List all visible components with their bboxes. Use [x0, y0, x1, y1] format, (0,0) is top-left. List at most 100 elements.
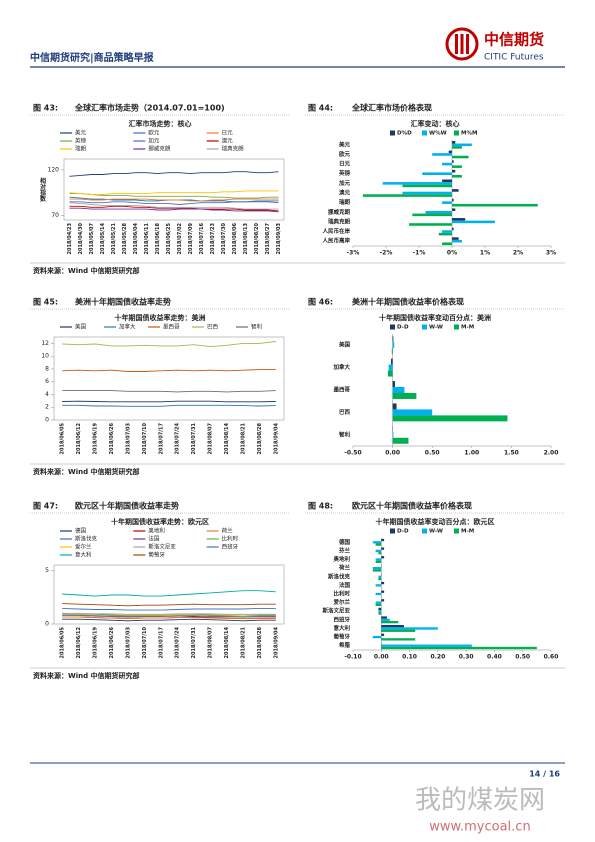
- bar: [452, 198, 454, 202]
- bar: [432, 153, 452, 156]
- logo-ring: [445, 27, 479, 61]
- bar: [392, 415, 508, 422]
- legend-swatch: [422, 130, 427, 136]
- series-line: [69, 198, 279, 202]
- category-label: 英镑: [339, 169, 351, 177]
- legend-label: W-W: [429, 529, 443, 535]
- bar: [381, 581, 385, 585]
- legend-label: 比利时: [222, 535, 239, 543]
- category-label: 美元: [339, 140, 351, 148]
- legend-label: 智利: [251, 323, 262, 331]
- legend-swatch: [390, 324, 395, 330]
- x-tick-label: -2%: [380, 250, 393, 257]
- x-tick-label: 2018/07/31: [191, 626, 197, 658]
- bar: [387, 370, 393, 377]
- chart-title: 汇率市场走势：核心: [129, 119, 192, 128]
- figure-number: 图 47:: [33, 502, 58, 511]
- y-tick-label: 10: [41, 353, 49, 360]
- category-label: 西班牙: [333, 615, 350, 623]
- x-tick-label: 0.40: [487, 654, 502, 661]
- figure-caption: 欧元区十年期国债收益率价格表现: [352, 501, 472, 511]
- bar: [372, 569, 382, 572]
- x-tick-label: 2018/09/04: [273, 626, 279, 658]
- legend-label: M-M: [461, 529, 474, 535]
- y-tick-label: 120: [48, 166, 60, 173]
- legend-label: M-M: [461, 325, 474, 331]
- bar: [452, 175, 462, 178]
- bar: [452, 218, 466, 221]
- category-label: 智利: [339, 430, 351, 438]
- bar: [381, 618, 390, 621]
- x-tick-label: 2018/07/10: [142, 422, 148, 454]
- x-tick-label: 2018/06/11: [144, 222, 150, 254]
- x-tick-label: 2018/08/27: [265, 222, 271, 254]
- category-label: 斯洛伐克: [328, 572, 351, 580]
- legend-swatch: [454, 130, 459, 136]
- chart-title: 十年期国债收益率变动百分点：欧元区: [376, 517, 495, 526]
- bar: [378, 552, 382, 555]
- figure-number: 图 48:: [308, 502, 333, 511]
- x-tick-label: 2018/06/18: [155, 222, 161, 254]
- bar: [392, 403, 397, 410]
- x-tick-label: 2018/07/03: [125, 626, 131, 658]
- series-line: [62, 404, 276, 407]
- x-tick-label: 2018/08/21: [240, 626, 246, 658]
- plot-frame: [63, 158, 285, 221]
- category-label: 墨西哥: [333, 386, 350, 394]
- series-line: [62, 616, 276, 620]
- bar: [375, 603, 382, 607]
- x-tick-label: 2018/07/17: [158, 422, 164, 454]
- category-label: 荷兰: [338, 564, 351, 572]
- legend-label: 斯洛文尼亚: [148, 543, 176, 551]
- bar: [442, 242, 452, 246]
- legend-swatch: [390, 528, 395, 534]
- x-tick-label: 2018/07/24: [175, 422, 181, 454]
- x-tick-label: 0.00: [385, 450, 400, 457]
- bar: [402, 191, 452, 195]
- x-tick-label: 0.50: [425, 450, 440, 457]
- bar: [378, 610, 382, 613]
- series-line: [62, 618, 276, 622]
- x-tick-label: 2018/08/14: [224, 422, 230, 454]
- x-tick-label: 2018/07/30: [221, 222, 227, 254]
- legend-label: 荷兰: [222, 527, 234, 535]
- bar: [448, 150, 452, 154]
- bar: [452, 155, 469, 159]
- series-line: [69, 207, 279, 213]
- bar: [391, 348, 393, 355]
- source-note: 资料来源：Wind 中信期货研究部: [33, 266, 140, 275]
- chart-title: 十年期国债收益率变动百分点：美洲: [379, 313, 491, 322]
- category-label: 奥地利: [333, 555, 350, 563]
- series-line: [62, 590, 276, 597]
- x-tick-label: 2018/09/03: [276, 222, 282, 254]
- series-line: [62, 614, 276, 618]
- category-label: 人民币在岸: [322, 227, 350, 235]
- x-tick-label: 2018/08/21: [240, 422, 246, 454]
- legend-label: 加拿大: [119, 323, 136, 331]
- x-tick-label: 0.10: [402, 654, 417, 661]
- bar: [452, 237, 459, 240]
- x-tick-label: -1%: [413, 250, 426, 257]
- y-tick-label: 5: [45, 567, 49, 574]
- x-tick-label: 2018/06/19: [93, 422, 99, 454]
- bar: [452, 189, 459, 192]
- x-tick-label: 2018/08/28: [257, 422, 263, 454]
- bar: [381, 599, 385, 602]
- y-tick-label: 12: [41, 340, 49, 347]
- legend-label: 欧元: [148, 129, 160, 137]
- x-tick-label: 2018/07/16: [199, 222, 205, 254]
- x-tick-label: 2018/08/28: [257, 626, 263, 658]
- x-tick-label: 2018/05/14: [100, 222, 106, 254]
- bar: [372, 541, 382, 544]
- bar: [375, 560, 382, 563]
- legend-swatch: [454, 528, 459, 534]
- bar: [452, 227, 454, 231]
- bar: [381, 538, 385, 542]
- series-line: [62, 614, 276, 617]
- series-line: [69, 202, 279, 210]
- category-label: 意大利: [333, 624, 350, 632]
- x-tick-label: 2018/06/25: [166, 222, 172, 254]
- legend-swatch: [390, 130, 395, 136]
- category-label: 葡萄牙: [332, 633, 350, 641]
- x-tick-label: 2018/04/23: [67, 222, 73, 254]
